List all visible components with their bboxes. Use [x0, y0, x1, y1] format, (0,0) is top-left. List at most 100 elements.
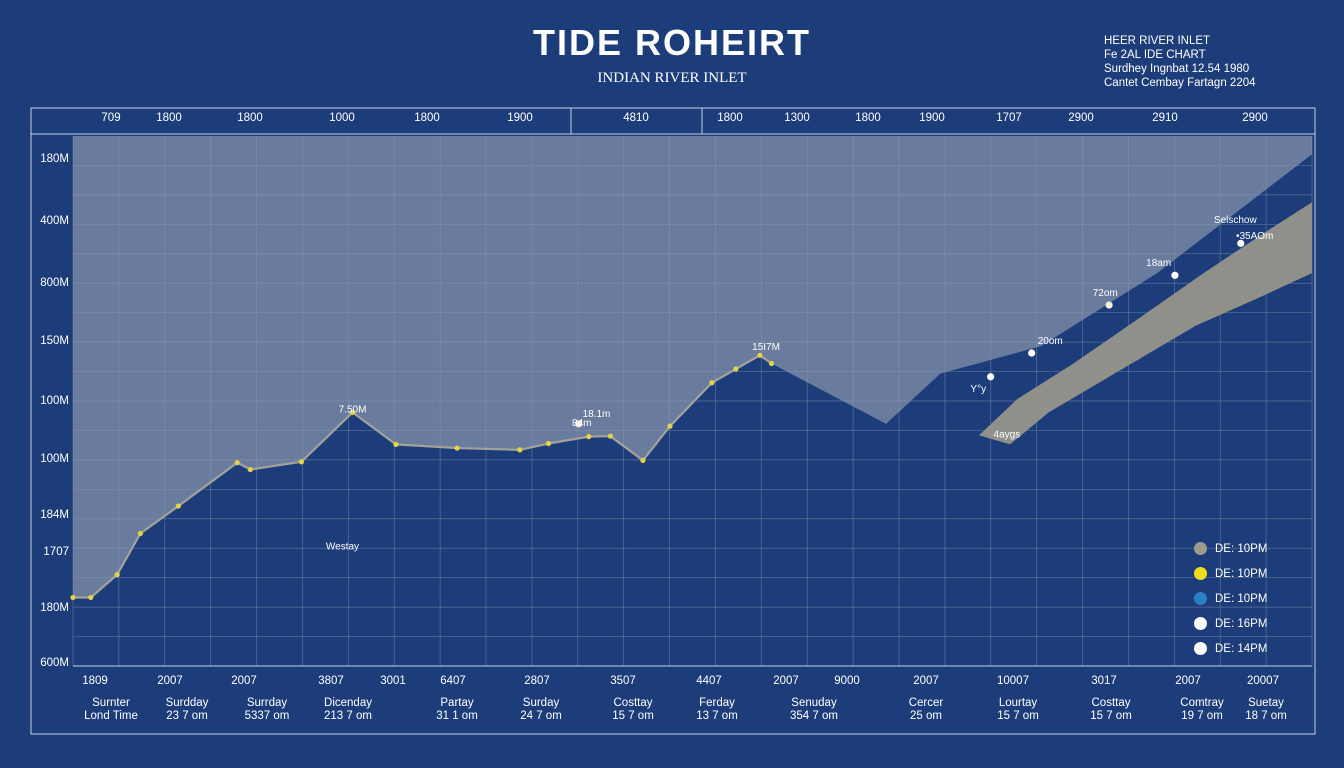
- data-point: [709, 380, 715, 386]
- top-tick-label: 1900: [919, 112, 945, 124]
- bottom-time-label: 15 7 om: [1090, 710, 1132, 722]
- bottom-day-label: Surnter: [92, 697, 130, 709]
- legend: DE: 10PM DE: 10PM DE: 10PM DE: 16PM DE: …: [1194, 536, 1267, 661]
- marker-point: [1171, 271, 1179, 279]
- rising-band: [979, 202, 1312, 445]
- data-point: [114, 572, 120, 578]
- bottom-time-label: 31 1 om: [436, 710, 478, 722]
- data-label: Selschow: [1214, 215, 1258, 226]
- data-label: 15I7M: [752, 342, 780, 353]
- bottom-time-label: 15 7 om: [997, 710, 1039, 722]
- data-label: •35AOm: [1236, 231, 1273, 242]
- legend-item: DE: 14PM: [1194, 636, 1267, 661]
- legend-item: DE: 10PM: [1194, 586, 1267, 611]
- legend-swatch: [1194, 542, 1207, 555]
- marker-point: [1237, 239, 1245, 247]
- y-tick-label: 100M: [40, 395, 69, 407]
- y-tick-label: 800M: [40, 277, 69, 289]
- data-label: 72om: [1093, 288, 1118, 299]
- bottom-day-label: Partay: [440, 697, 473, 709]
- data-label: Westay: [326, 541, 359, 552]
- legend-label: DE: 10PM: [1215, 567, 1268, 580]
- bottom-day-label: Dicenday: [324, 697, 372, 709]
- bottom-tick-label: 1809: [82, 675, 108, 687]
- bottom-time-label: 18 7 om: [1245, 710, 1287, 722]
- bottom-tick-label: 6407: [440, 675, 466, 687]
- top-tick-label: 709: [101, 112, 120, 124]
- bottom-time-label: 15 7 om: [612, 710, 654, 722]
- bottom-time-label: 25 om: [910, 710, 942, 722]
- y-tick-label: 180M: [40, 153, 69, 165]
- y-tick-label: 184M: [40, 509, 69, 521]
- chart-subtitle: INDIAN RIVER INLET: [597, 70, 747, 86]
- bottom-tick-label: 2007: [231, 675, 257, 687]
- top-tick-label: 1800: [237, 112, 263, 124]
- top-tick-label: 1707: [996, 112, 1022, 124]
- data-point: [349, 409, 356, 416]
- top-tick-label: 1900: [507, 112, 533, 124]
- legend-label: DE: 14PM: [1215, 642, 1268, 655]
- top-tick-label: 1800: [717, 112, 743, 124]
- data-point: [234, 460, 240, 466]
- y-tick-label: 400M: [40, 215, 69, 227]
- data-label: 18am: [1146, 258, 1171, 269]
- legend-swatch: [1194, 592, 1207, 605]
- bottom-day-label: Suetay: [1248, 697, 1284, 709]
- info-line: Fe 2AL IDE CHART: [1104, 49, 1206, 61]
- data-point: [733, 366, 739, 372]
- data-point: [667, 423, 673, 429]
- data-label: 20om: [1038, 336, 1063, 347]
- legend-swatch: [1194, 617, 1207, 630]
- top-tick-label: 1800: [156, 112, 182, 124]
- legend-swatch: [1194, 567, 1207, 580]
- sky-area: [73, 136, 1312, 598]
- bottom-tick-label: 3017: [1091, 675, 1117, 687]
- data-point: [247, 466, 253, 473]
- bottom-day-label: Lourtay: [999, 697, 1038, 709]
- data-label: 84m: [572, 418, 591, 429]
- bottom-tick-label: 2007: [773, 675, 799, 687]
- bottom-day-label: Senuday: [791, 697, 837, 709]
- bottom-day-label: Costtay: [614, 697, 653, 709]
- data-point: [70, 594, 76, 601]
- bottom-time-label: 5337 om: [245, 710, 290, 722]
- top-tick-label: 2900: [1242, 112, 1268, 124]
- bottom-tick-label: 2007: [1175, 675, 1201, 687]
- data-point: [88, 594, 94, 601]
- data-point: [454, 445, 460, 451]
- bottom-tick-label: 2007: [913, 675, 939, 687]
- marker-point: [1028, 349, 1036, 357]
- data-point: [175, 503, 181, 509]
- data-point: [545, 440, 552, 447]
- bottom-day-label: Surdday: [166, 697, 209, 709]
- data-point: [768, 360, 775, 367]
- legend-item: DE: 16PM: [1194, 611, 1267, 636]
- bottom-tick-label: 4407: [696, 675, 722, 687]
- outer-frame: [30, 107, 1316, 735]
- legend-item: DE: 10PM: [1194, 536, 1267, 561]
- y-tick-label: 100M: [40, 453, 69, 465]
- legend-label: DE: 10PM: [1215, 542, 1268, 555]
- data-point: [757, 352, 763, 358]
- info-line: Cantet Cembay Fartagn 2204: [1104, 77, 1256, 89]
- y-tick-label: 150M: [40, 335, 69, 347]
- info-line: Surdhey Ingnbat 12.54 1980: [1104, 63, 1250, 75]
- bottom-time-label: Lond Time: [84, 710, 138, 722]
- bottom-day-label: Surday: [523, 697, 560, 709]
- y-tick-label: 180M: [40, 602, 69, 614]
- legend-label: DE: 10PM: [1215, 592, 1268, 605]
- bottom-tick-label: 2007: [157, 675, 183, 687]
- bottom-tick-label: 10007: [997, 675, 1029, 687]
- bottom-day-label: Comtray: [1180, 697, 1224, 709]
- marker-point: [575, 420, 583, 428]
- top-tick-label: 2910: [1152, 112, 1178, 124]
- marker-point: [987, 373, 995, 381]
- bottom-tick-label: 3807: [318, 675, 344, 687]
- bottom-tick-label: 9000: [834, 675, 860, 687]
- info-block: HEER RIVER INLET Fe 2AL IDE CHART Surdhe…: [1104, 34, 1256, 90]
- bottom-tick-label: 3507: [610, 675, 636, 687]
- bottom-tick-label: 2807: [524, 675, 550, 687]
- bottom-time-label: 354 7 om: [790, 710, 838, 722]
- bottom-day-label: Costtay: [1092, 697, 1131, 709]
